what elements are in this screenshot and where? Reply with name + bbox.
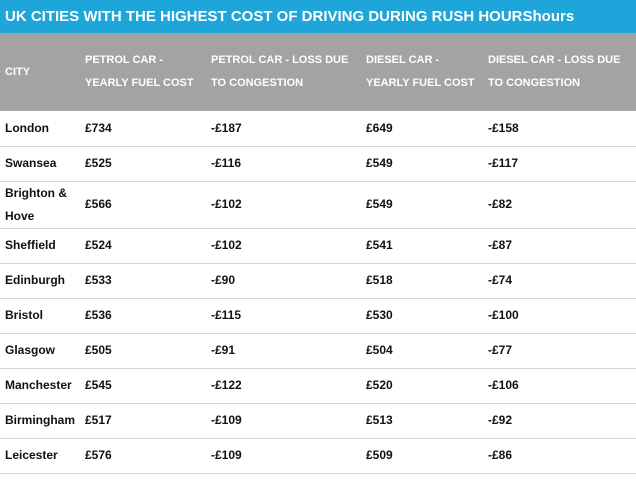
value-cell: -£82 <box>483 181 636 229</box>
value-cell: -£116 <box>206 146 361 182</box>
value-cell: £533 <box>80 263 206 299</box>
value-cell: -£158 <box>483 111 636 147</box>
value-cell: -£92 <box>483 403 636 439</box>
value-cell: £566 <box>80 181 206 229</box>
table-row: Bristol £536 -£115 £530 -£100 <box>0 298 636 334</box>
value-cell: £509 <box>361 438 483 474</box>
value-cell: -£77 <box>483 333 636 369</box>
city-cell: Swansea <box>0 146 80 182</box>
value-cell: £525 <box>80 146 206 182</box>
value-cell: £513 <box>361 403 483 439</box>
value-cell: -£102 <box>206 228 361 264</box>
city-cell: Sheffield <box>0 228 80 264</box>
value-cell: -£87 <box>483 228 636 264</box>
value-cell: -£109 <box>206 438 361 474</box>
table-row: Leicester £576 -£109 £509 -£86 <box>0 438 636 474</box>
value-cell: -£187 <box>206 111 361 147</box>
value-cell: £545 <box>80 368 206 404</box>
value-cell: £530 <box>361 298 483 334</box>
table-row: London £734 -£187 £649 -£158 <box>0 111 636 147</box>
value-cell: £549 <box>361 181 483 229</box>
column-header: PETROL CAR - LOSS DUE TO CONGESTION <box>206 33 361 111</box>
value-cell: -£115 <box>206 298 361 334</box>
value-cell: £536 <box>80 298 206 334</box>
value-cell: £576 <box>80 438 206 474</box>
column-header: DIESEL CAR - YEARLY FUEL COST <box>361 33 483 111</box>
table-row: Glasgow £505 -£91 £504 -£77 <box>0 333 636 369</box>
value-cell: £549 <box>361 146 483 182</box>
table-row: Birmingham £517 -£109 £513 -£92 <box>0 403 636 439</box>
value-cell: -£106 <box>483 368 636 404</box>
value-cell: -£100 <box>483 298 636 334</box>
city-cell: Brighton & Hove <box>0 181 80 229</box>
value-cell: -£109 <box>206 403 361 439</box>
value-cell: £524 <box>80 228 206 264</box>
value-cell: £518 <box>361 263 483 299</box>
value-cell: £541 <box>361 228 483 264</box>
city-cell: London <box>0 111 80 147</box>
city-cell: Leicester <box>0 438 80 474</box>
table-body: London £734 -£187 £649 -£158 Swansea £525 -£116… <box>0 111 636 474</box>
table-title: UK CITIES WITH THE HIGHEST COST OF DRIVI… <box>0 0 636 33</box>
data-table: CITY PETROL CAR - YEARLY FUEL COST PETROL … <box>0 33 636 474</box>
city-cell: Glasgow <box>0 333 80 369</box>
value-cell: £504 <box>361 333 483 369</box>
value-cell: -£74 <box>483 263 636 299</box>
table-row: Sheffield £524 -£102 £541 -£87 <box>0 228 636 264</box>
table-row: Manchester £545 -£122 £520 -£106 <box>0 368 636 404</box>
city-cell: Birmingham <box>0 403 80 439</box>
value-cell: -£91 <box>206 333 361 369</box>
value-cell: £734 <box>80 111 206 147</box>
table-row: Brighton & Hove £566 -£102 £549 -£82 <box>0 181 636 229</box>
table-head: CITY PETROL CAR - YEARLY FUEL COST PETROL … <box>0 33 636 111</box>
value-cell: £517 <box>80 403 206 439</box>
column-header: CITY <box>0 33 80 111</box>
value-cell: -£102 <box>206 181 361 229</box>
city-cell: Manchester <box>0 368 80 404</box>
table-row: Swansea £525 -£116 £549 -£117 <box>0 146 636 182</box>
value-cell: £520 <box>361 368 483 404</box>
column-header: DIESEL CAR - LOSS DUE TO CONGESTION <box>483 33 636 111</box>
value-cell: £649 <box>361 111 483 147</box>
value-cell: -£86 <box>483 438 636 474</box>
value-cell: £505 <box>80 333 206 369</box>
value-cell: -£117 <box>483 146 636 182</box>
header-row: CITY PETROL CAR - YEARLY FUEL COST PETROL … <box>0 33 636 111</box>
table-row: Edinburgh £533 -£90 £518 -£74 <box>0 263 636 299</box>
value-cell: -£90 <box>206 263 361 299</box>
value-cell: -£122 <box>206 368 361 404</box>
city-cell: Edinburgh <box>0 263 80 299</box>
city-cell: Bristol <box>0 298 80 334</box>
column-header: PETROL CAR - YEARLY FUEL COST <box>80 33 206 111</box>
